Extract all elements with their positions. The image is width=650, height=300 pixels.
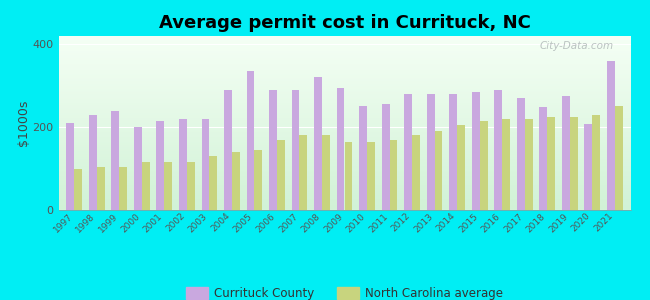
Bar (292, 90, 300, 210)
Bar (367, 142, 375, 210)
Bar (540, 107, 547, 210)
Bar (389, 140, 397, 210)
Bar (359, 106, 367, 210)
Bar (525, 119, 532, 210)
Bar (224, 90, 232, 210)
Title: Average permit cost in Currituck, NC: Average permit cost in Currituck, NC (159, 14, 530, 32)
Bar (269, 90, 277, 210)
Bar (382, 104, 389, 210)
Bar (142, 162, 150, 210)
Bar (337, 88, 344, 210)
Bar (502, 119, 510, 210)
Bar (111, 111, 120, 210)
Bar (246, 71, 254, 210)
Bar (592, 115, 600, 210)
Bar (179, 119, 187, 210)
Bar (74, 169, 82, 210)
Bar (472, 92, 480, 210)
Bar (209, 156, 217, 210)
Bar (254, 150, 263, 210)
Bar (164, 162, 172, 210)
Bar (517, 98, 525, 210)
Bar (569, 117, 578, 210)
Bar (562, 96, 569, 210)
Bar (300, 135, 307, 210)
Bar (449, 94, 457, 210)
Bar (89, 115, 97, 210)
Bar (412, 135, 420, 210)
Bar (547, 117, 555, 210)
Bar (615, 106, 623, 210)
Bar (457, 125, 465, 210)
Bar (97, 167, 105, 210)
Bar (344, 142, 352, 210)
Bar (404, 94, 412, 210)
Bar (134, 127, 142, 210)
Bar (322, 135, 330, 210)
Bar (494, 90, 502, 210)
Bar (277, 140, 285, 210)
Bar (480, 121, 488, 210)
Bar (584, 124, 592, 210)
Bar (607, 61, 615, 210)
Bar (435, 131, 443, 210)
Bar (232, 152, 240, 210)
Bar (157, 121, 164, 210)
Bar (426, 94, 435, 210)
Bar (314, 77, 322, 210)
Bar (120, 167, 127, 210)
Y-axis label: $1000s: $1000s (17, 100, 30, 146)
Bar (66, 123, 74, 210)
Bar (202, 119, 209, 210)
Legend: Currituck County, North Carolina average: Currituck County, North Carolina average (182, 283, 507, 300)
Bar (187, 162, 195, 210)
Text: City-Data.com: City-Data.com (540, 41, 614, 51)
